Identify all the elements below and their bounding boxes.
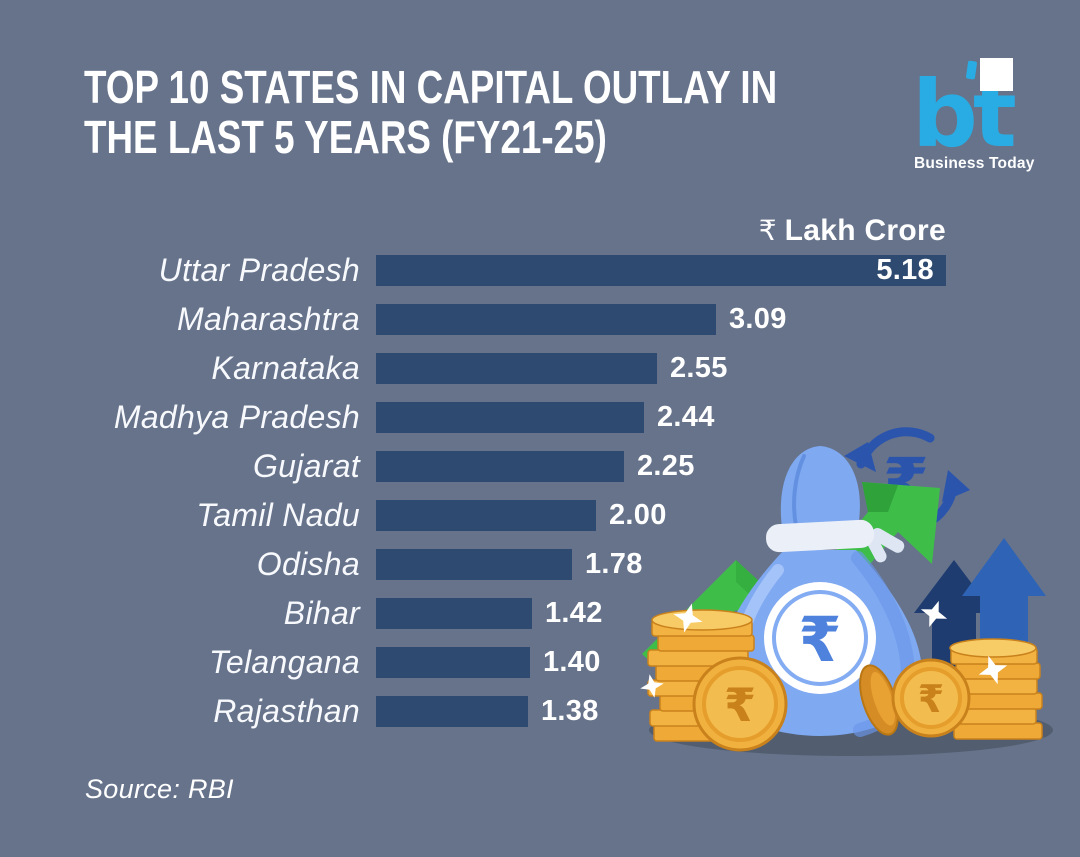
bar-value-label: 1.38 [541, 695, 599, 727]
bar-value-label: 3.09 [729, 303, 787, 335]
bar-category-label: Maharashtra [177, 301, 360, 337]
bar: 5.18 [376, 255, 946, 286]
bar-value-label: 1.42 [545, 597, 603, 629]
bar [376, 402, 644, 433]
chart-row: Madhya Pradesh 2.44 [85, 393, 1025, 442]
bar-category-label: Rajasthan [213, 693, 360, 729]
page-title: TOP 10 STATES IN CAPITAL OUTLAY IN THE L… [84, 62, 777, 162]
coin-rupee-glyph: ₹ [918, 677, 944, 721]
chart-row: Karnataka 2.55 [85, 344, 1025, 393]
bar [376, 304, 716, 335]
business-today-logo: bt Business Today [914, 56, 1035, 173]
rupee-symbol: ₹ [758, 214, 777, 247]
bar-track: 2.44 [376, 401, 715, 434]
bar-category-label: Gujarat [252, 448, 360, 484]
bar-track: 1.40 [376, 646, 601, 679]
tilted-coin-icon [859, 664, 899, 736]
bar-category-label: Uttar Pradesh [158, 252, 360, 288]
title-line-1: TOP 10 STATES IN CAPITAL OUTLAY IN [84, 61, 778, 113]
bar-value-label: 2.55 [670, 352, 728, 384]
bar [376, 696, 528, 727]
chart-row: Maharashtra 3.09 [85, 295, 1025, 344]
bt-logo-square [980, 58, 1013, 91]
bag-rupee-glyph: ₹ [798, 603, 841, 676]
bar [376, 500, 596, 531]
logo-caption: Business Today [914, 155, 1035, 172]
bar-value-label: 2.00 [609, 499, 667, 531]
bar [376, 598, 532, 629]
chart-row: Tamil Nadu 2.00 [85, 491, 1025, 540]
bar-value-label: 1.78 [585, 548, 643, 580]
rupee-coin-right-icon: ₹ [891, 658, 971, 738]
chart-row: Telangana 1.40 [85, 638, 1025, 687]
bar-track: 1.38 [376, 695, 599, 728]
bar [376, 549, 572, 580]
bar-category-label: Bihar [283, 595, 360, 631]
rupee-coin-left-icon: ₹ [692, 656, 788, 752]
bar-track: 3.09 [376, 303, 787, 336]
bar [376, 353, 657, 384]
bar-value-label: 2.44 [657, 401, 715, 433]
bt-logo-tick [966, 60, 977, 80]
chart-row: Odisha 1.78 [85, 540, 1025, 589]
title-line-2: THE LAST 5 YEARS (FY21-25) [84, 111, 607, 163]
coin-rupee-glyph: ₹ [724, 678, 756, 732]
bar-value-label: 2.25 [637, 450, 695, 482]
bar-category-label: Telangana [209, 644, 360, 680]
bt-logo-icon: bt [914, 58, 1019, 152]
bar [376, 451, 624, 482]
chart-row: Uttar Pradesh 5.18 [85, 246, 1025, 295]
chart-row: Gujarat 2.25 [85, 442, 1025, 491]
bar-chart: Uttar Pradesh 5.18 Maharashtra 3.09 Karnatak… [85, 246, 1025, 736]
bar-value-label: 5.18 [876, 254, 934, 286]
bar-category-label: Odisha [256, 546, 360, 582]
sparkle-icon [640, 600, 1008, 698]
money-illustration: ₹ ₹ [640, 427, 1053, 756]
source-note: Source: RBI [85, 774, 234, 804]
chart-row: Rajasthan 1.38 [85, 687, 1025, 736]
bar-track: 5.18 [376, 255, 946, 286]
bar-category-label: Karnataka [211, 350, 360, 386]
bar-track: 2.55 [376, 352, 728, 385]
bar [376, 647, 530, 678]
bar-value-label: 1.40 [543, 646, 601, 678]
bar-track: 1.78 [376, 548, 643, 581]
bar-track: 1.42 [376, 597, 603, 630]
bar-track: 2.25 [376, 450, 695, 483]
bar-track: 2.00 [376, 499, 667, 532]
bar-category-label: Tamil Nadu [196, 497, 360, 533]
bar-category-label: Madhya Pradesh [113, 399, 360, 435]
chart-row: Bihar 1.42 [85, 589, 1025, 638]
unit-text: Lakh Crore [784, 214, 946, 247]
unit-label: ₹ Lakh Crore [376, 214, 946, 248]
